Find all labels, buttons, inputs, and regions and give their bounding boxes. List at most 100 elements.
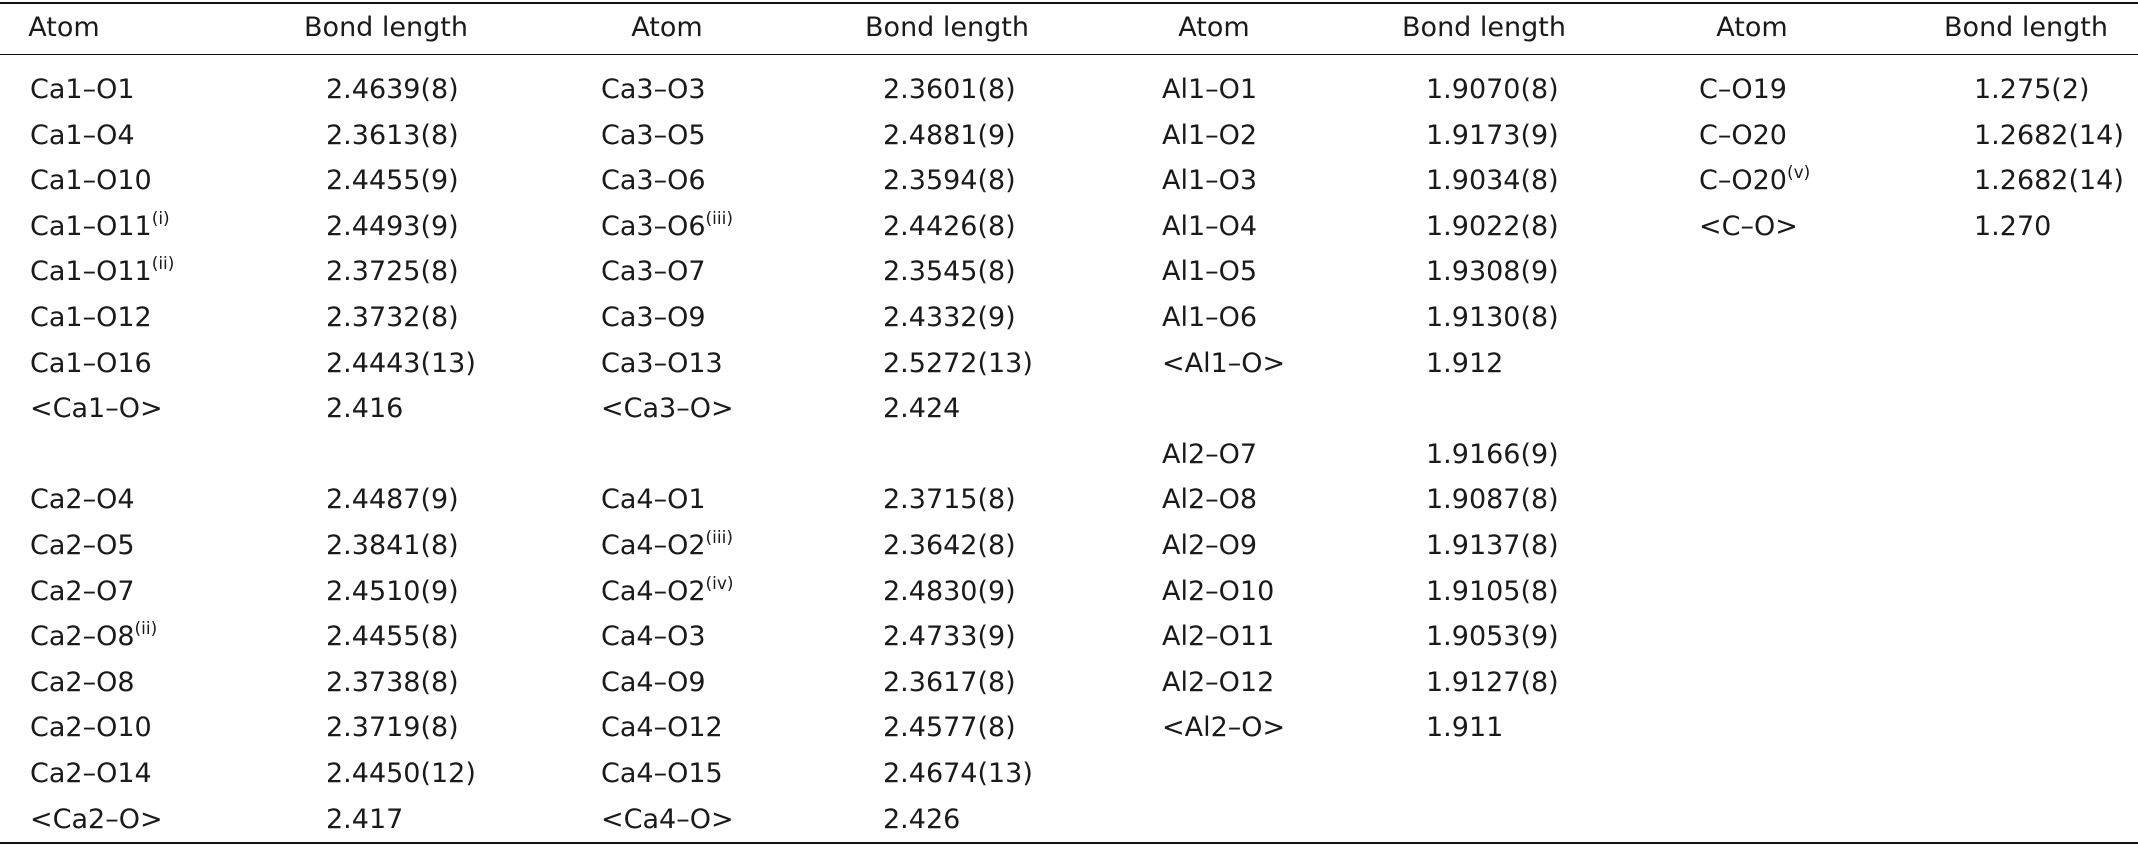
atom-label: Ca3–O6 xyxy=(601,210,706,242)
atom-cell: Al1–O5 xyxy=(1162,250,1257,294)
atom-cell: Ca4–O1 xyxy=(601,478,706,522)
bond-length-cell: 2.3719(8) xyxy=(326,712,459,744)
atom-label: <Al1–O> xyxy=(1162,347,1286,379)
header-atom-3: Atom xyxy=(1178,12,1250,43)
header-atom-2: Atom xyxy=(631,12,703,43)
atom-cell: Ca3–O6 xyxy=(601,159,706,203)
bond-length-cell: 2.4510(9) xyxy=(326,575,459,607)
bond-length-cell: 2.3732(8) xyxy=(326,302,459,333)
bond-length-cell: 2.5272(13) xyxy=(883,347,1033,379)
atom-label: C–O19 xyxy=(1699,74,1787,105)
atom-cell: <Al1–O> xyxy=(1162,342,1285,386)
atom-cell: Ca3–O9 xyxy=(601,296,706,340)
bond-length-cell: 1.9070(8) xyxy=(1426,74,1559,105)
atom-cell: <Al2–O> xyxy=(1162,706,1285,750)
bond-length-cell: 1.9308(9) xyxy=(1426,256,1559,288)
atom-label: Ca2–O14 xyxy=(30,758,152,789)
atom-cell: Ca1–O16 xyxy=(30,342,152,386)
bond-length-cell: 2.3841(8) xyxy=(326,530,459,561)
bond-length-cell: 2.416 xyxy=(326,393,404,425)
atom-label: Al2–O10 xyxy=(1162,575,1275,607)
atom-cell: Ca4–O2(iii) xyxy=(601,524,733,568)
atom-cell: Al2–O9 xyxy=(1162,524,1257,568)
atom-cell: Al1–O3 xyxy=(1162,159,1257,203)
bond-length-cell: 2.3642(8) xyxy=(883,530,1016,561)
bond-length-cell: 1.911 xyxy=(1426,712,1504,744)
atom-label: Ca4–O9 xyxy=(601,666,706,698)
atom-label: Al2–O9 xyxy=(1162,530,1258,561)
bond-length-cell: 2.3617(8) xyxy=(883,666,1016,698)
atom-label: Ca2–O10 xyxy=(30,712,152,744)
bond-length-cell: 1.9130(8) xyxy=(1426,302,1559,333)
header-atom-4: Atom xyxy=(1716,12,1788,43)
bond-length-cell: 2.4493(9) xyxy=(326,210,459,242)
atom-cell: Ca2–O7 xyxy=(30,570,135,614)
bond-length-cell: 1.9127(8) xyxy=(1426,666,1559,698)
bond-length-cell: 2.3725(8) xyxy=(326,256,459,288)
atom-cell: Al2–O7 xyxy=(1162,433,1257,477)
bond-length-cell: 2.4450(12) xyxy=(326,758,476,789)
bond-length-cell: 2.417 xyxy=(326,803,404,835)
symmetry-code: (i) xyxy=(151,208,170,229)
atom-label: Ca1–O1 xyxy=(30,74,135,105)
atom-cell: Ca2–O8(ii) xyxy=(30,615,157,659)
atom-label: Ca2–O8 xyxy=(30,666,135,698)
atom-label: Al1–O5 xyxy=(1162,256,1258,288)
atom-label: Ca2–O5 xyxy=(30,530,135,561)
atom-cell: Al1–O1 xyxy=(1162,68,1257,112)
bond-length-cell: 1.9053(9) xyxy=(1426,621,1559,653)
atom-label: Al2–O12 xyxy=(1162,666,1275,698)
atom-label: Ca3–O9 xyxy=(601,302,706,333)
atom-cell: Ca2–O14 xyxy=(30,752,152,796)
atom-cell: Ca4–O2(iv) xyxy=(601,570,734,614)
atom-label: Ca1–O11 xyxy=(30,210,152,242)
atom-label: Al1–O3 xyxy=(1162,165,1258,197)
bond-length-cell: 2.424 xyxy=(883,393,961,425)
atom-cell: Al1–O2 xyxy=(1162,114,1257,158)
atom-cell: Ca4–O12 xyxy=(601,706,723,750)
atom-cell: Ca4–O3 xyxy=(601,615,706,659)
atom-label: <Ca1–O> xyxy=(30,393,163,425)
table-top-rule xyxy=(0,2,2138,4)
bond-length-cell: 2.4487(9) xyxy=(326,484,459,516)
bond-length-cell: 1.9105(8) xyxy=(1426,575,1559,607)
table-bottom-rule xyxy=(0,842,2138,844)
atom-label: Ca1–O12 xyxy=(30,302,152,333)
atom-label: Al1–O4 xyxy=(1162,210,1258,242)
header-bond-length-3: Bond length xyxy=(1402,12,1566,43)
atom-cell: Ca1–O4 xyxy=(30,114,135,158)
bond-length-cell: 1.9166(9) xyxy=(1426,438,1559,470)
atom-cell: Al2–O8 xyxy=(1162,478,1257,522)
atom-cell: C–O19 xyxy=(1699,68,1787,112)
bond-length-cell: 1.9173(9) xyxy=(1426,119,1559,151)
atom-cell: Al2–O12 xyxy=(1162,661,1274,705)
symmetry-code: (ii) xyxy=(151,254,175,275)
atom-label: Al1–O2 xyxy=(1162,119,1258,151)
header-bond-length-2: Bond length xyxy=(865,12,1029,43)
atom-cell: Ca4–O9 xyxy=(601,661,706,705)
atom-label: Ca4–O12 xyxy=(601,712,723,744)
bond-length-cell: 1.9137(8) xyxy=(1426,530,1559,561)
bond-length-cell: 2.3601(8) xyxy=(883,74,1016,105)
bond-length-cell: 2.4577(8) xyxy=(883,712,1016,744)
table-header-rule xyxy=(0,54,2138,55)
atom-label: Ca2–O4 xyxy=(30,484,135,516)
atom-cell: Ca1–O1 xyxy=(30,68,135,112)
atom-cell: Al1–O4 xyxy=(1162,205,1257,249)
atom-label: Al1–O1 xyxy=(1162,74,1258,105)
bond-length-cell: 1.270 xyxy=(1974,210,2052,242)
atom-cell: Ca1–O11(i) xyxy=(30,205,170,249)
bond-length-cell: 1.9034(8) xyxy=(1426,165,1559,197)
bond-length-cell: 2.3613(8) xyxy=(326,119,459,151)
atom-label: Ca3–O13 xyxy=(601,347,723,379)
bond-length-cell: 2.4830(9) xyxy=(883,575,1016,607)
atom-label: Ca1–O10 xyxy=(30,165,152,197)
bond-length-cell: 1.2682(14) xyxy=(1974,165,2124,197)
atom-cell: <Ca1–O> xyxy=(30,387,163,431)
bond-length-cell: 2.4639(8) xyxy=(326,74,459,105)
atom-cell: Ca1–O12 xyxy=(30,296,152,340)
atom-label: Ca4–O1 xyxy=(601,484,706,516)
atom-label: C–O20 xyxy=(1699,165,1787,197)
bond-length-cell: 2.3738(8) xyxy=(326,666,459,698)
